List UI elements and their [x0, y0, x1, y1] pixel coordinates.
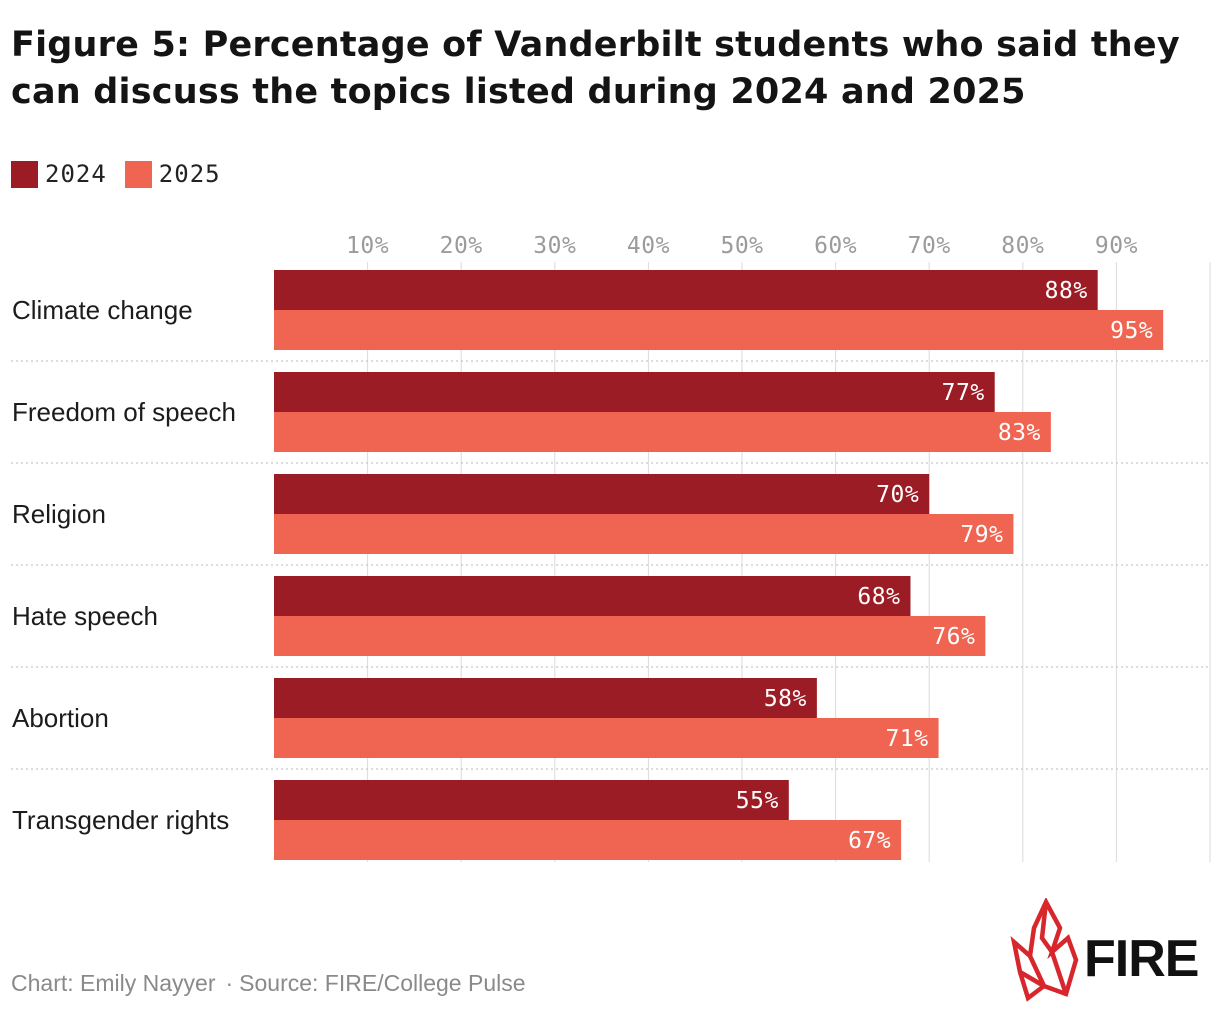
- bar-2025: [274, 412, 1051, 452]
- category-label: Freedom of speech: [12, 397, 236, 427]
- footer-separator: ·: [225, 970, 234, 996]
- bar-2024: [274, 372, 995, 412]
- bar-value-label: 58%: [764, 686, 807, 712]
- category-label: Climate change: [12, 295, 193, 325]
- legend-label-2025: 2025: [158, 160, 221, 188]
- x-tick-label: 20%: [440, 233, 483, 259]
- bar-2024: [274, 678, 817, 718]
- bar-2025: [274, 310, 1164, 350]
- x-tick-label: 80%: [1001, 233, 1044, 259]
- bar-value-label: 79%: [960, 522, 1003, 548]
- x-tick-label: 40%: [627, 233, 670, 259]
- x-tick-label: 70%: [908, 233, 951, 259]
- x-tick-label: 60%: [814, 233, 857, 259]
- x-tick-label: 90%: [1095, 233, 1138, 259]
- x-tick-label: 10%: [346, 233, 389, 259]
- flame-icon: [1010, 898, 1079, 1002]
- fire-logo-text: FIRE: [1084, 930, 1198, 988]
- legend-item-2024: 2024: [11, 160, 107, 188]
- bar-2024: [274, 780, 789, 820]
- chart-source: Source: FIRE/College Pulse: [239, 970, 526, 996]
- bar-value-label: 95%: [1110, 318, 1153, 344]
- bar-2024: [274, 270, 1098, 310]
- bar-value-label: 70%: [876, 482, 919, 508]
- chart-title-line-1: Figure 5: Percentage of Vanderbilt stude…: [11, 25, 1180, 65]
- bar-value-label: 68%: [857, 584, 900, 610]
- bar-value-label: 88%: [1045, 278, 1088, 304]
- legend-swatch-2024: [11, 160, 38, 188]
- category-label: Hate speech: [12, 601, 158, 631]
- bar-value-label: 77%: [942, 380, 985, 406]
- bar-2025: [274, 718, 939, 758]
- bar-value-label: 71%: [886, 726, 929, 752]
- fire-logo: FIRE: [1010, 898, 1199, 1002]
- chart-title: Figure 5: Percentage of Vanderbilt stude…: [11, 22, 1211, 116]
- bar-value-label: 67%: [848, 828, 891, 854]
- chart-title-line-2: can discuss the topics listed during 202…: [11, 72, 1026, 112]
- bar-2025: [274, 820, 902, 860]
- legend-swatch-2025: [124, 160, 152, 188]
- x-tick-label: 30%: [533, 233, 576, 259]
- bar-2024: [274, 474, 930, 514]
- legend-item-2025: 2025: [124, 160, 221, 188]
- bar-2024: [274, 576, 911, 616]
- chart-footer: Chart: Emily Nayyer · Source: FIRE/College…: [11, 970, 526, 997]
- bar-value-label: 76%: [932, 624, 975, 650]
- bar-2025: [274, 514, 1014, 554]
- x-tick-label: 50%: [720, 233, 763, 259]
- category-label: Abortion: [12, 703, 109, 733]
- bar-2025: [274, 616, 986, 656]
- bar-value-label: 83%: [998, 420, 1041, 446]
- bar-chart: 10% 20% 30% 40% 50% 60% 70% 80% 90% Climate chang…: [11, 233, 1211, 862]
- legend-label-2024: 2024: [45, 160, 107, 188]
- category-label: Religion: [12, 499, 106, 529]
- bar-value-label: 55%: [736, 788, 779, 814]
- category-label: Transgender rights: [12, 805, 229, 835]
- chart-legend: 2024 2025: [11, 160, 239, 188]
- chart-credit: Chart: Emily Nayyer: [11, 970, 216, 996]
